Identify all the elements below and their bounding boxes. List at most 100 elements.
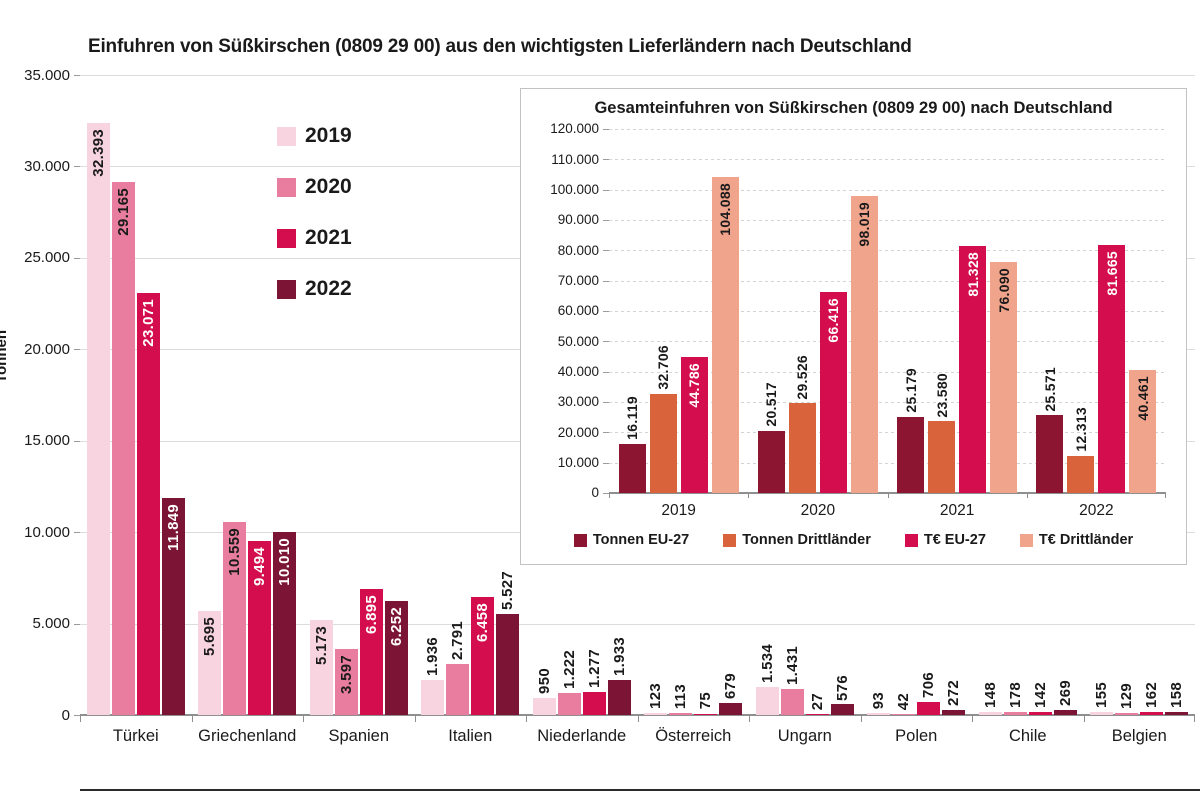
bar-group-Ungarn: 1.534 1.431 27 576 bbox=[749, 75, 861, 715]
bar-label-wrap: 93 bbox=[867, 692, 890, 713]
bar-group-2019: 16.119 32.706 44.786 104.088 bbox=[609, 129, 748, 493]
legend-label: T€ EU-27 bbox=[923, 532, 986, 548]
x-category-label-Griechenland: Griechenland bbox=[198, 727, 297, 745]
y-tick-mark bbox=[74, 166, 80, 168]
gridline bbox=[609, 462, 1166, 464]
main-chart-legend: 2019 2020 2021 2022 bbox=[277, 124, 352, 301]
gridline bbox=[609, 220, 1166, 221]
bar-group-Chile: 148 178 142 269 bbox=[972, 75, 1084, 715]
gridline bbox=[609, 189, 1166, 191]
bar-2020-Österreich: 113 bbox=[669, 684, 693, 715]
y-tick-label: 110.000 bbox=[551, 151, 599, 167]
bar-2019-Polen: 93 bbox=[867, 692, 891, 715]
gridline bbox=[609, 311, 1166, 312]
bar-label: 32.706 bbox=[655, 345, 672, 390]
legend-label: 2019 bbox=[305, 124, 352, 147]
bar-label: 29.165 bbox=[114, 187, 132, 236]
legend-item-2021: 2021 bbox=[277, 226, 352, 250]
bar-group-Griechenland: 5.695 10.559 9.494 10.010 bbox=[192, 75, 304, 715]
x-category-label-Türkei: Türkei bbox=[112, 727, 159, 745]
legend-item-Tonnen Drittländer: Tonnen Drittländer bbox=[723, 532, 871, 548]
bar-label-wrap: 148 bbox=[979, 682, 1002, 712]
bar-T€ Drittländer-2021: 76.090 bbox=[990, 262, 1018, 493]
bar-2022-Niederlande: 1.933 bbox=[607, 637, 631, 715]
x-tick-mark bbox=[609, 493, 610, 498]
bar-label-wrap: 25.571 bbox=[1036, 367, 1063, 416]
gridline bbox=[609, 432, 1166, 434]
bar-label: 25.179 bbox=[902, 368, 919, 413]
y-tick-label: 10.000 bbox=[24, 523, 70, 541]
legend-swatch-icon bbox=[277, 126, 296, 146]
bar-label: 576 bbox=[833, 674, 851, 701]
y-tick-mark bbox=[603, 432, 609, 434]
bar-label-wrap: 1.277 bbox=[583, 649, 606, 692]
bar-label: 75 bbox=[697, 692, 715, 710]
bar-label-wrap: 9.494 bbox=[248, 547, 271, 586]
bar-label: 42 bbox=[895, 692, 913, 710]
gridline bbox=[609, 341, 1166, 343]
bar-label: 10.010 bbox=[276, 537, 294, 586]
legend-swatch-icon bbox=[1019, 533, 1033, 547]
bar-label-wrap: 950 bbox=[533, 668, 556, 698]
bar-2021-Chile: 142 bbox=[1028, 682, 1052, 715]
bar-T€ EU-27-2019: 44.786 bbox=[680, 357, 708, 493]
bar-2019-Chile: 148 bbox=[978, 682, 1002, 715]
y-tick-label: 50.000 bbox=[557, 333, 599, 349]
bar-2021-Griechenland: 9.494 bbox=[248, 541, 272, 715]
y-tick-label: 40.000 bbox=[557, 363, 599, 379]
bar-label-wrap: 104.088 bbox=[712, 183, 739, 236]
legend-item-2020: 2020 bbox=[277, 175, 352, 199]
inset-panel: Gesamteinfuhren von Süßkirschen (0809 29… bbox=[520, 88, 1187, 565]
y-tick-mark bbox=[74, 257, 80, 259]
bar-label: 20.517 bbox=[763, 382, 780, 427]
bar-label: 40.461 bbox=[1134, 376, 1151, 421]
bar-label: 98.019 bbox=[856, 201, 873, 247]
bar-label: 5.527 bbox=[499, 570, 517, 610]
bar-2019-Österreich: 123 bbox=[644, 683, 668, 715]
bar-label: 6.458 bbox=[474, 602, 492, 642]
x-category-label-2021: 2021 bbox=[939, 502, 975, 519]
y-tick-mark bbox=[603, 493, 609, 494]
bar-2020-Spanien: 3.597 bbox=[334, 649, 358, 715]
bar-label: 23.071 bbox=[139, 299, 157, 347]
bar-label-wrap: 123 bbox=[644, 683, 667, 713]
bar-label: 1.936 bbox=[424, 636, 442, 676]
bar-T€ EU-27-2020: 66.416 bbox=[819, 291, 847, 493]
bar-T€ EU-27-2022: 81.665 bbox=[1098, 245, 1126, 493]
x-tick-mark bbox=[748, 493, 750, 498]
x-category-label-2022: 2022 bbox=[1079, 502, 1114, 519]
bar-label-wrap: 10.559 bbox=[223, 528, 246, 576]
bar-T€ EU-27-2021: 81.328 bbox=[959, 246, 987, 493]
y-tick-label: 90.000 bbox=[557, 212, 599, 228]
bar-label-wrap: 178 bbox=[1004, 682, 1027, 712]
gridline bbox=[609, 129, 1166, 130]
gridline bbox=[609, 371, 1166, 373]
y-tick-label: 0 bbox=[61, 706, 70, 724]
bar-label-wrap: 576 bbox=[831, 675, 854, 705]
bar-2020-Türkei: 29.165 bbox=[111, 181, 135, 715]
x-tick-mark bbox=[749, 715, 750, 722]
bar-Tonnen EU-27-2022: 25.571 bbox=[1036, 367, 1064, 493]
bar-label: 5.173 bbox=[312, 626, 330, 666]
y-tick-mark bbox=[603, 371, 609, 373]
bar-2020-Polen: 42 bbox=[892, 693, 916, 715]
inset-plot-area: 0 10.000 20.000 30.000 40.000 50.000 60.000 70.… bbox=[550, 122, 1166, 518]
bar-label: 93 bbox=[870, 692, 888, 710]
bar-label: 1.222 bbox=[560, 649, 578, 689]
bar-label: 1.534 bbox=[758, 643, 776, 683]
bar-2019-Griechenland: 5.695 bbox=[198, 610, 222, 715]
bar-label-wrap: 5.695 bbox=[198, 617, 221, 656]
bar-2022-Ungarn: 576 bbox=[830, 675, 854, 715]
y-tick-label: 10.000 bbox=[557, 454, 599, 470]
bar-2021-Türkei: 23.071 bbox=[136, 293, 160, 715]
bar-label-wrap: 76.090 bbox=[990, 268, 1017, 313]
bar-2021-Ungarn: 27 bbox=[805, 693, 829, 715]
bar-label-wrap: 40.461 bbox=[1129, 376, 1156, 421]
bar-2021-Italien: 6.458 bbox=[471, 596, 495, 715]
bar-T€ Drittländer-2019: 104.088 bbox=[711, 177, 739, 493]
y-tick-label: 20.000 bbox=[557, 424, 599, 440]
y-tick-mark bbox=[74, 75, 80, 76]
y-tick-mark bbox=[74, 349, 80, 351]
bar-label: 269 bbox=[1056, 680, 1074, 707]
gridline bbox=[80, 75, 1195, 76]
